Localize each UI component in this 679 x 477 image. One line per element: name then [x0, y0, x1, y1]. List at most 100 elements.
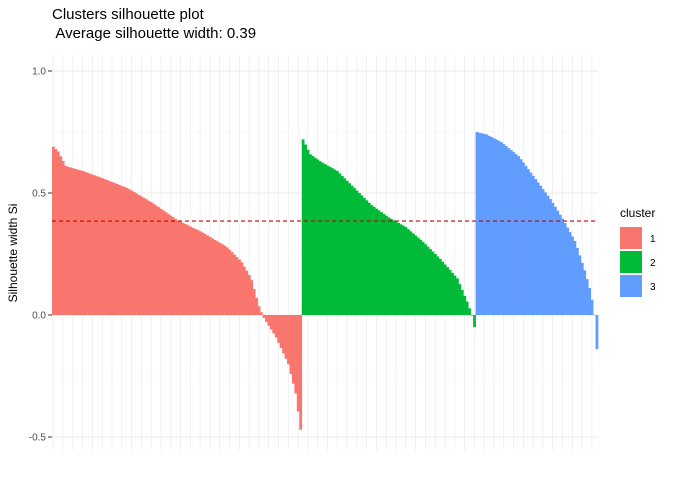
bar-cluster-2: [468, 308, 472, 315]
bar-cluster-2: [419, 239, 423, 315]
bar-cluster-1: [66, 166, 70, 315]
bar-cluster-1: [135, 193, 139, 315]
bar-cluster-2: [338, 173, 342, 315]
bar-cluster-3: [544, 192, 547, 315]
bar-cluster-2: [365, 200, 369, 315]
bar-cluster-2: [318, 161, 322, 315]
bar-cluster-2: [311, 156, 315, 315]
bar-cluster-1: [252, 289, 256, 315]
bar-cluster-3: [475, 132, 479, 315]
bar-cluster-3: [507, 148, 511, 315]
bar-cluster-2: [431, 251, 435, 315]
bar-cluster-1: [179, 221, 183, 315]
bar-cluster-1: [296, 315, 300, 412]
bar-cluster-3: [504, 146, 508, 315]
bar-cluster-1: [137, 194, 141, 315]
bar-cluster-1: [277, 315, 281, 343]
bar-cluster-2: [392, 220, 396, 315]
bar-cluster-2: [306, 149, 310, 315]
bar-cluster-1: [167, 213, 170, 315]
bar-cluster-3: [492, 138, 496, 315]
bar-cluster-3: [563, 223, 567, 315]
bar-cluster-1: [56, 151, 60, 315]
bar-cluster-1: [294, 315, 298, 394]
bar-cluster-1: [287, 315, 290, 365]
bar-cluster-3: [568, 232, 572, 315]
bar-cluster-1: [272, 315, 276, 334]
bar-cluster-3: [534, 179, 538, 315]
bar-cluster-2: [458, 284, 462, 315]
bar-cluster-2: [394, 221, 398, 315]
bar-cluster-1: [242, 266, 246, 315]
bar-cluster-1: [267, 315, 271, 326]
bar-cluster-1: [98, 177, 102, 315]
bar-cluster-3: [585, 279, 589, 315]
bar-cluster-1: [115, 183, 119, 315]
bar-cluster-2: [389, 218, 393, 315]
bar-cluster-1: [171, 217, 175, 315]
bar-cluster-1: [74, 168, 77, 315]
legend: cluster 1 2 3: [620, 206, 656, 297]
bar-cluster-2: [384, 215, 388, 315]
bar-cluster-1: [284, 315, 288, 359]
bar-cluster-2: [360, 195, 364, 315]
bar-cluster-3: [556, 210, 560, 315]
bar-cluster-3: [478, 132, 481, 315]
bar-cluster-1: [118, 184, 121, 315]
bar-cluster-1: [289, 315, 293, 374]
bar-cluster-1: [127, 189, 131, 315]
bar-cluster-3: [487, 135, 491, 315]
bar-cluster-2: [460, 290, 464, 315]
bar-cluster-3: [482, 133, 486, 315]
bar-cluster-2: [421, 241, 425, 315]
bar-cluster-2: [455, 278, 459, 315]
bar-cluster-2: [358, 193, 361, 315]
bar-cluster-2: [380, 212, 383, 315]
bar-cluster-2: [313, 157, 317, 315]
bar-cluster-1: [225, 247, 229, 315]
bar-cluster-3: [522, 162, 525, 315]
bar-cluster-1: [220, 244, 224, 315]
bar-cluster-3: [566, 227, 569, 315]
y-tick-label: 0.5: [32, 189, 46, 200]
y-tick-label: -0.5: [29, 433, 47, 444]
bar-cluster-3: [502, 144, 506, 315]
bar-cluster-1: [211, 238, 214, 315]
bar-cluster-3: [529, 172, 533, 315]
bar-cluster-1: [130, 190, 134, 315]
bar-cluster-2: [345, 180, 349, 315]
bar-cluster-1: [238, 259, 241, 315]
bar-cluster-2: [399, 224, 403, 315]
bar-cluster-1: [61, 161, 65, 315]
bar-cluster-1: [247, 275, 251, 315]
bar-cluster-2: [353, 188, 356, 315]
bar-cluster-2: [433, 254, 437, 315]
bar-cluster-1: [255, 297, 259, 315]
bar-cluster-3: [512, 152, 516, 315]
bar-cluster-1: [260, 312, 263, 315]
bar-cluster-2: [414, 235, 418, 315]
bar-cluster-1: [81, 170, 85, 315]
legend-label-2: 2: [650, 258, 656, 269]
bar-cluster-2: [331, 168, 334, 315]
bar-cluster-1: [250, 280, 254, 315]
bar-cluster-1: [176, 220, 180, 315]
bar-cluster-1: [203, 234, 207, 315]
bar-cluster-2: [411, 233, 415, 315]
bar-cluster-1: [149, 202, 153, 315]
bar-cluster-1: [191, 227, 195, 315]
bar-cluster-1: [198, 231, 202, 315]
bar-cluster-1: [233, 254, 236, 315]
bar-cluster-1: [64, 165, 68, 315]
bar-cluster-1: [174, 218, 178, 315]
legend-title: cluster: [620, 206, 655, 220]
bar-cluster-2: [453, 275, 457, 315]
bar-cluster-2: [446, 267, 449, 315]
bar-cluster-1: [125, 187, 129, 315]
bar-cluster-2: [377, 210, 381, 315]
chart-title: Clusters silhouette plot: [52, 6, 204, 23]
bar-cluster-2: [438, 258, 442, 315]
bar-cluster-2: [416, 237, 420, 315]
bar-cluster-1: [206, 235, 210, 315]
bar-cluster-2: [321, 162, 325, 315]
